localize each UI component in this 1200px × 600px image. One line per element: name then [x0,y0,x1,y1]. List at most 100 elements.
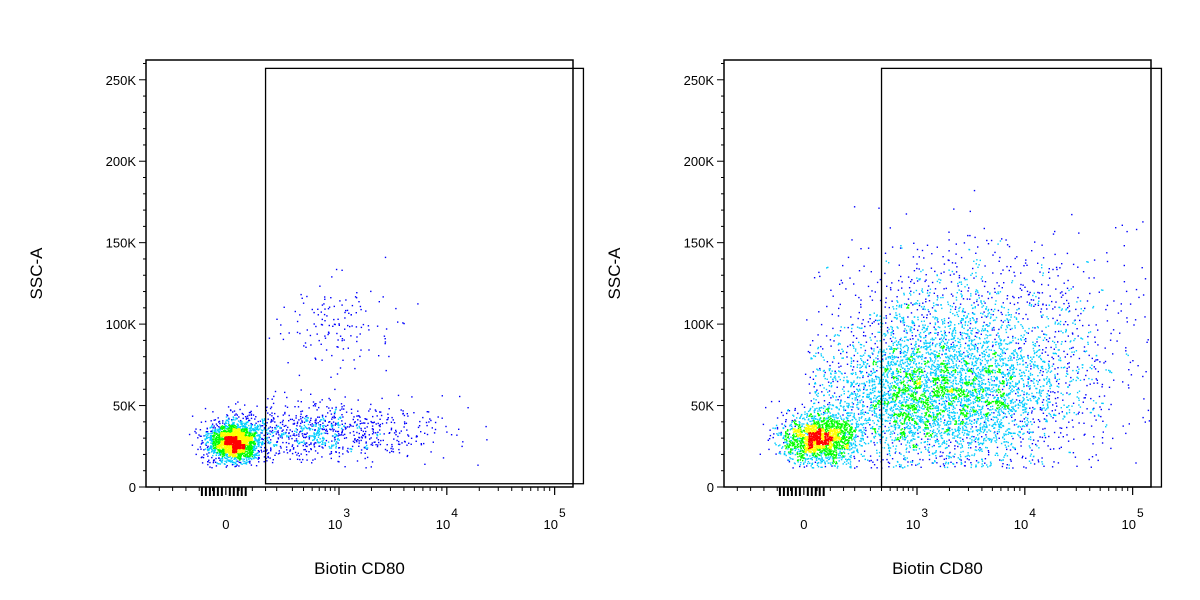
event-point [271,415,273,417]
event-point [883,447,886,449]
gate-rectangle[interactable] [264,67,585,485]
event-point [882,423,884,426]
event-point [1002,269,1004,271]
event-point [245,462,247,464]
event-point [255,422,257,424]
event-point [974,449,976,451]
event-point [208,433,210,435]
event-point [218,457,220,459]
event-point [249,447,251,450]
event-point [871,352,873,354]
event-point [233,439,236,442]
event-point [320,419,323,421]
event-point [860,306,862,308]
event-point [250,426,252,428]
event-point [1059,267,1061,269]
event-point [1037,304,1040,306]
event-point [272,459,274,461]
event-point [916,263,918,265]
event-point [1006,244,1009,246]
event-point [920,438,923,440]
event-point [935,450,937,452]
event-point [1053,448,1055,450]
event-point [987,297,990,300]
event-point [1126,230,1128,233]
event-point [913,242,915,244]
event-point [219,459,221,461]
event-point [351,448,353,451]
event-point [326,406,328,408]
event-point [272,431,274,433]
event-point [314,405,317,407]
event-point [350,450,352,453]
event-point [823,387,825,389]
event-point [327,308,330,310]
event-point [1106,252,1108,254]
event-point [1006,348,1009,350]
event-point [371,433,374,435]
event-point [802,417,804,420]
event-point [237,460,239,462]
event-point [341,304,343,306]
event-point [210,447,212,449]
event-point [215,435,218,438]
event-point [327,424,329,426]
event-point [247,455,249,458]
event-point [229,425,231,427]
event-point [1088,324,1090,326]
event-point [1095,419,1097,421]
event-point [245,421,247,424]
event-point [1001,388,1004,391]
event-point [261,430,264,432]
event-point [1093,366,1095,368]
event-point [948,339,950,341]
event-point [1034,241,1036,243]
event-point [255,428,258,431]
event-point [879,439,881,441]
event-point [307,423,310,426]
event-point [1083,350,1085,352]
event-point [395,431,397,433]
event-point [942,414,945,417]
event-point [853,354,855,357]
event-point [929,322,931,325]
event-point [841,357,843,359]
event-point [295,428,297,430]
event-point [269,457,271,459]
event-point [1067,440,1070,442]
event-point [393,432,396,434]
event-point [1147,409,1150,412]
event-point [1054,368,1056,370]
event-point [826,378,828,380]
event-point [1023,385,1025,388]
event-point [979,361,982,364]
event-point [765,406,767,409]
event-point [1100,408,1102,411]
event-point [972,267,974,270]
event-point [252,449,254,452]
event-point [372,422,374,424]
event-point [1058,378,1061,380]
event-point [902,362,904,364]
event-point [932,342,934,344]
event-point [787,410,789,412]
event-point [847,390,850,393]
event-point [387,413,389,415]
event-point [1020,414,1022,416]
event-point [916,366,918,368]
event-point [248,461,250,463]
event-point [244,439,247,442]
event-point [843,326,846,329]
event-point [928,447,930,449]
event-point [883,383,885,385]
event-point [229,454,231,456]
event-point [250,450,252,453]
event-point [249,443,252,445]
event-point [210,420,212,422]
event-point [244,426,246,428]
event-point [948,317,950,319]
event-point [933,444,935,447]
event-point [940,341,942,343]
event-point [296,421,299,423]
event-point [901,287,903,289]
